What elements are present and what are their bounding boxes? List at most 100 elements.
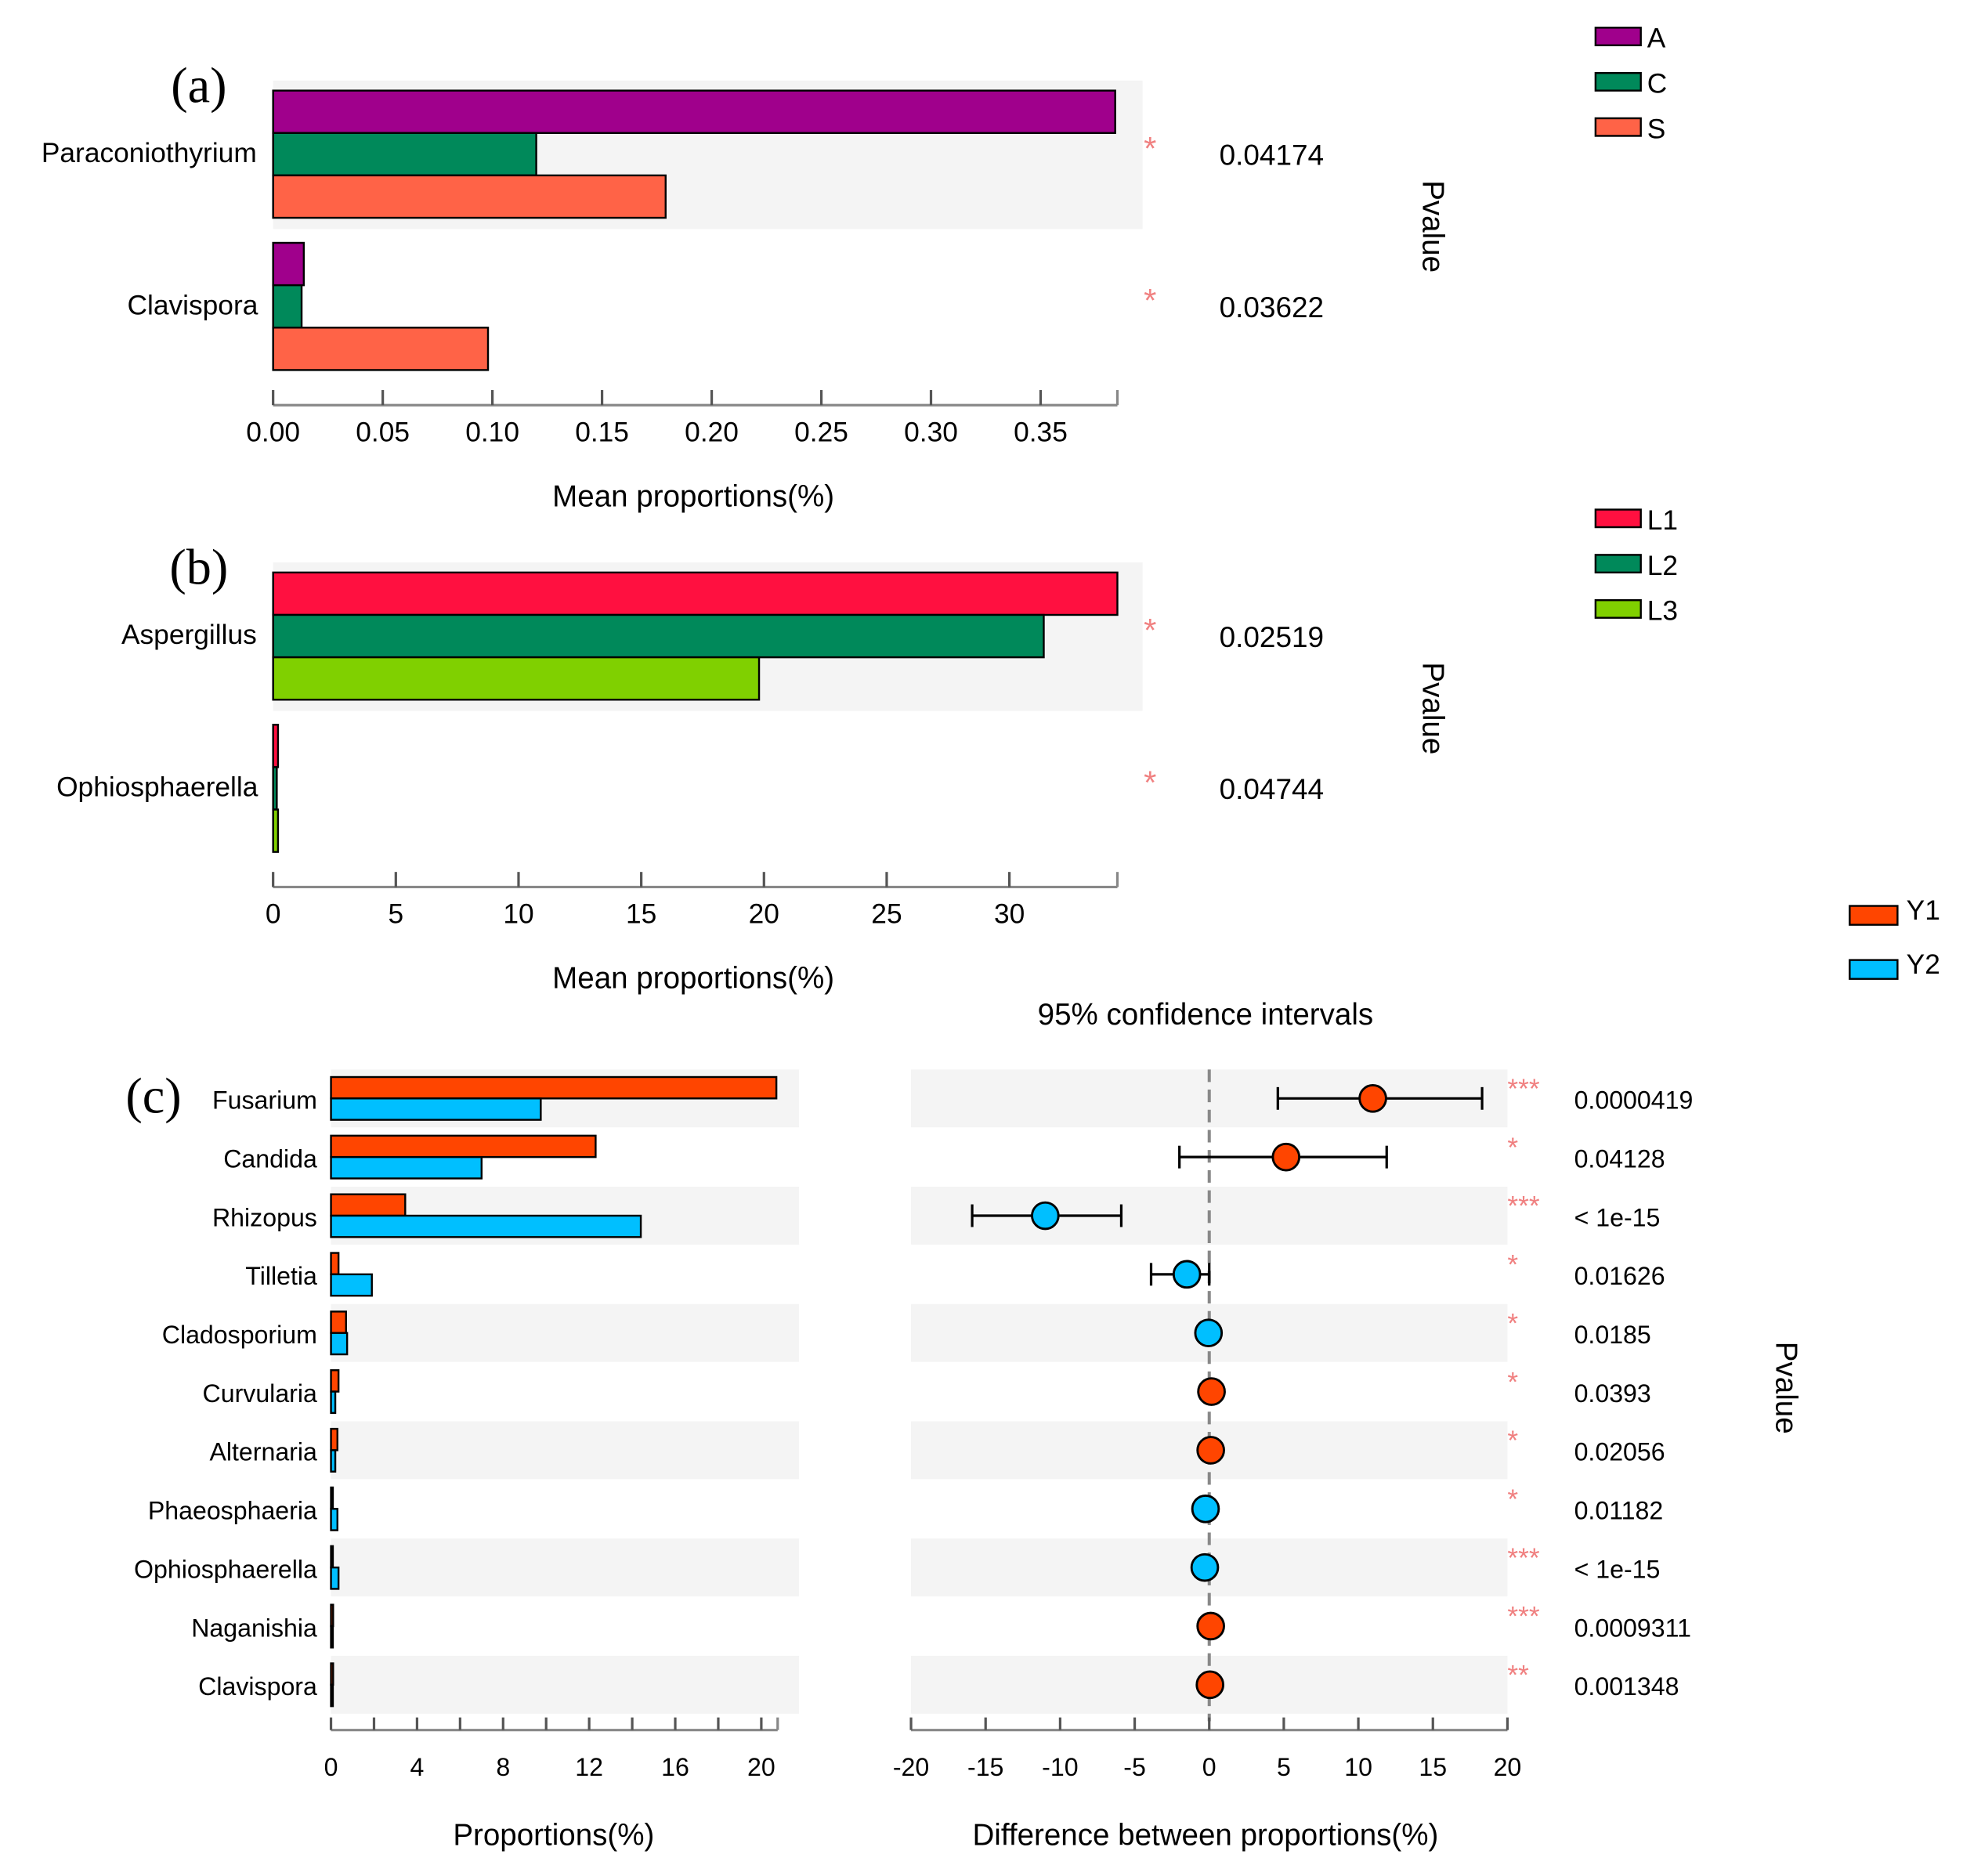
legend-label: Y1 xyxy=(1907,895,1940,926)
significance-star: * xyxy=(1507,1426,1518,1456)
difference-point xyxy=(1197,1377,1226,1406)
row-band-left xyxy=(331,1538,800,1597)
category-label: Rhizopus xyxy=(212,1203,317,1231)
category-label: Curvularia xyxy=(203,1379,317,1408)
x-axis-label: Difference between proportions(%) xyxy=(972,1818,1438,1852)
category-label: Clavispora xyxy=(198,1672,317,1701)
pvalue-text: 0.01626 xyxy=(1574,1262,1665,1290)
significance-star: * xyxy=(1144,764,1156,801)
x-tick-label: 20 xyxy=(1494,1753,1522,1781)
legend-swatch-Y2 xyxy=(1849,959,1899,980)
pvalue-text: 0.001348 xyxy=(1574,1672,1679,1701)
x-tick-label: -10 xyxy=(1042,1753,1078,1781)
category-label: Alternaria xyxy=(209,1438,317,1466)
legend-swatch-L3 xyxy=(1594,599,1642,619)
legend-label: Y2 xyxy=(1907,949,1940,980)
x-tick-label: 5 xyxy=(388,899,403,930)
bar-Y1 xyxy=(330,1193,407,1217)
x-tick-label: 0.30 xyxy=(904,417,958,448)
legend-label: C xyxy=(1647,69,1668,99)
category-label: Ophiosphaerella xyxy=(134,1555,317,1583)
significance-star: ** xyxy=(1507,1661,1529,1691)
legend-swatch-S xyxy=(1594,117,1642,137)
x-tick-label: 8 xyxy=(496,1753,510,1781)
x-tick-label: 0.10 xyxy=(465,417,519,448)
bar-Y1 xyxy=(330,1252,340,1276)
significance-star: * xyxy=(1507,1484,1518,1515)
bar-L3 xyxy=(272,808,280,853)
significance-star: * xyxy=(1144,282,1156,319)
difference-point xyxy=(1196,1611,1225,1641)
pvalue-text: < 1e-15 xyxy=(1574,1555,1661,1583)
bar-Y1 xyxy=(330,1134,597,1158)
significance-star: * xyxy=(1507,1367,1518,1397)
chart-title: 95% confidence intervals xyxy=(1038,998,1374,1032)
panel-label: (c) xyxy=(125,1068,181,1123)
pvalue-text: 0.02519 xyxy=(1220,621,1325,653)
significance-star: * xyxy=(1507,1250,1518,1281)
bar-Y2 xyxy=(330,1683,334,1708)
x-tick-label: 25 xyxy=(871,899,902,930)
panel-label: (a) xyxy=(171,57,226,113)
category-label: Clavispora xyxy=(127,290,258,320)
x-tick-label: 0.20 xyxy=(685,417,739,448)
row-band-left xyxy=(331,1303,800,1362)
category-label: Candida xyxy=(223,1144,317,1173)
x-tick-label: 0.15 xyxy=(575,417,629,448)
category-label: Ophiosphaerella xyxy=(56,772,258,802)
bar-Y2 xyxy=(330,1214,642,1238)
bar-S xyxy=(272,174,667,219)
legend-label: S xyxy=(1647,114,1666,144)
pvalue-text: 0.03622 xyxy=(1220,291,1325,324)
bar-Y2 xyxy=(330,1566,340,1590)
bar-Y1 xyxy=(330,1486,334,1510)
bar-L1 xyxy=(272,724,280,768)
legend-label: A xyxy=(1647,23,1666,54)
pvalue-text: 0.01182 xyxy=(1574,1497,1664,1525)
x-tick-label: 0.25 xyxy=(794,417,848,448)
significance-star: *** xyxy=(1507,1074,1539,1104)
legend-swatch-L2 xyxy=(1594,554,1642,574)
bar-L3 xyxy=(272,656,761,701)
x-tick-label: 5 xyxy=(1277,1753,1291,1781)
legend-swatch-Y1 xyxy=(1849,905,1899,926)
significance-star: *** xyxy=(1507,1543,1539,1574)
pvalue-text: 0.02056 xyxy=(1574,1438,1665,1466)
category-label: Fusarium xyxy=(212,1086,317,1115)
row-band-left xyxy=(331,1421,800,1480)
difference-point xyxy=(1196,1436,1225,1465)
significance-star: *** xyxy=(1507,1602,1539,1632)
bar-Y1 xyxy=(330,1427,338,1451)
bar-Y2 xyxy=(330,1625,334,1649)
pvalue-text: 0.04744 xyxy=(1220,773,1325,805)
significance-star: * xyxy=(1507,1308,1518,1339)
significance-star: *** xyxy=(1507,1191,1539,1222)
bar-Y1 xyxy=(330,1310,347,1334)
pvalue-text: < 1e-15 xyxy=(1574,1203,1661,1231)
bar-Y2 xyxy=(330,1155,483,1180)
bar-C xyxy=(272,132,537,177)
bar-L1 xyxy=(272,571,1119,616)
legend-swatch-A xyxy=(1594,27,1642,47)
x-tick-label: -15 xyxy=(967,1753,1003,1781)
pvalue-axis-label: Pvalue xyxy=(1415,180,1449,273)
category-label: Naganishia xyxy=(191,1614,317,1642)
bar-A xyxy=(272,89,1116,134)
x-tick-label: -20 xyxy=(893,1753,929,1781)
x-tick-label: 0.05 xyxy=(356,417,410,448)
bar-Y1 xyxy=(330,1603,334,1628)
x-tick-label: 0.35 xyxy=(1014,417,1068,448)
significance-star: * xyxy=(1144,612,1156,649)
legend-swatch-L1 xyxy=(1594,508,1642,529)
bar-Y2 xyxy=(330,1097,542,1121)
x-tick-label: 0.00 xyxy=(246,417,300,448)
x-tick-label: 4 xyxy=(410,1753,424,1781)
legend-label: L3 xyxy=(1647,596,1678,627)
pvalue-text: 0.0185 xyxy=(1574,1321,1651,1349)
legend-swatch-C xyxy=(1594,71,1642,92)
bar-Y2 xyxy=(330,1332,349,1356)
pvalue-axis-label: Pvalue xyxy=(1770,1342,1803,1434)
x-tick-label: 16 xyxy=(661,1753,689,1781)
bar-L2 xyxy=(272,766,278,811)
